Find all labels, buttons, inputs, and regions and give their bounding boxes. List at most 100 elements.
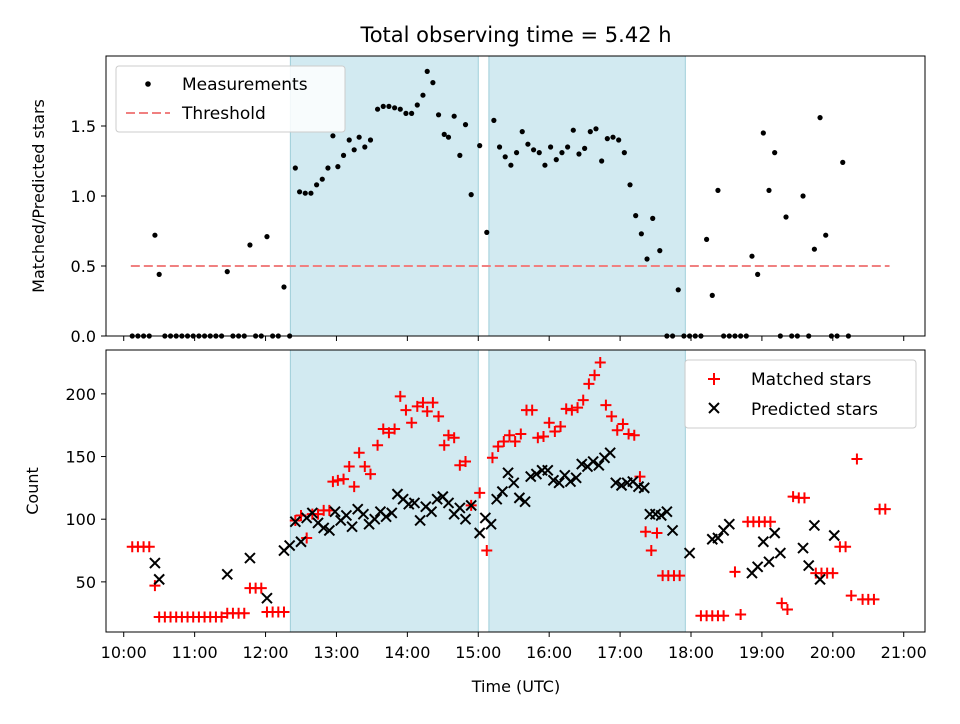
measurement-point xyxy=(576,151,582,157)
measurement-point xyxy=(156,271,162,277)
predicted-point xyxy=(485,518,497,530)
matched-point xyxy=(594,357,606,369)
measurement-point xyxy=(548,144,554,150)
measurement-point xyxy=(704,236,710,242)
matched-point xyxy=(606,410,618,422)
legend-predicted-marker xyxy=(708,402,720,414)
top-y-tick-label: 1.0 xyxy=(71,187,96,206)
measurement-point xyxy=(392,105,398,111)
x-tick-label: 14:00 xyxy=(384,643,430,662)
matched-stars-series xyxy=(126,357,891,623)
measurement-point xyxy=(519,129,525,135)
measurement-point xyxy=(502,154,508,160)
measurement-point xyxy=(152,232,158,238)
legend-measurements-label: Measurements xyxy=(182,75,308,95)
matched-point xyxy=(526,404,538,416)
measurement-point xyxy=(570,127,576,133)
measurement-point xyxy=(445,134,452,140)
matched-point xyxy=(278,606,290,618)
bottom-shaded-intervals xyxy=(289,349,686,633)
predicted-point xyxy=(757,536,770,548)
bottom-y-tick-label: 50 xyxy=(76,573,96,592)
predicted-point xyxy=(564,475,577,488)
measurement-point xyxy=(491,117,497,123)
predicted-point xyxy=(149,557,161,569)
matched-point xyxy=(503,429,515,441)
shade-bottom-1 xyxy=(488,349,686,633)
measurement-point xyxy=(340,152,347,158)
matched-point xyxy=(798,492,810,504)
measurement-point xyxy=(536,150,542,156)
measurement-point xyxy=(783,214,789,220)
legend-matched-label: Matched stars xyxy=(751,370,871,390)
bottom-y-tick-label: 100 xyxy=(65,510,96,529)
measurement-point xyxy=(314,182,320,188)
measurement-point xyxy=(484,229,490,235)
measurement-point xyxy=(335,164,341,170)
predicted-point xyxy=(723,518,735,530)
predicted-point xyxy=(306,507,319,519)
measurement-point xyxy=(380,103,386,109)
matched-point xyxy=(427,397,439,409)
x-tick-label: 19:00 xyxy=(739,643,785,662)
measurement-point xyxy=(414,102,420,108)
predicted-point xyxy=(683,547,696,559)
measurement-point xyxy=(403,110,409,116)
measurement-point xyxy=(650,215,656,221)
matched-point xyxy=(827,567,839,579)
predicted-point xyxy=(357,508,370,520)
matched-point xyxy=(628,429,640,441)
predicted-point xyxy=(542,464,554,477)
matched-point xyxy=(498,435,510,447)
matched-point xyxy=(583,378,595,390)
matched-point xyxy=(377,423,389,435)
matched-point xyxy=(543,417,555,429)
predicted-point xyxy=(576,458,588,470)
measurements-series xyxy=(129,68,852,339)
matched-point xyxy=(560,403,572,415)
predicted-point xyxy=(414,514,426,527)
measurement-point xyxy=(386,103,392,109)
measurement-point xyxy=(525,141,531,147)
measurement-point xyxy=(633,213,639,219)
measurement-point xyxy=(565,144,571,150)
predicted-point xyxy=(508,477,520,489)
x-tick-label: 12:00 xyxy=(242,643,288,662)
predicted-point xyxy=(803,559,815,572)
predicted-point xyxy=(655,509,667,522)
bottom-x-axis-label: Time (UTC) xyxy=(471,677,560,696)
measurement-point xyxy=(441,131,447,137)
matched-point xyxy=(566,404,578,416)
predicted-point xyxy=(610,477,622,489)
matched-point xyxy=(327,476,339,488)
matched-point xyxy=(651,527,663,539)
predicted-point xyxy=(340,509,353,522)
bottom-y-tick-label: 200 xyxy=(65,385,96,404)
predicted-point xyxy=(593,459,605,472)
matched-point xyxy=(364,468,376,480)
measurement-point xyxy=(224,269,230,275)
matched-point xyxy=(555,420,567,432)
predicted-point xyxy=(386,507,398,519)
matched-point xyxy=(383,427,395,439)
measurement-point xyxy=(308,190,314,196)
x-tick-label: 10:00 xyxy=(101,643,147,662)
measurement-point xyxy=(638,231,644,237)
matched-point xyxy=(372,439,384,451)
measurement-point xyxy=(409,110,415,116)
predicted-point xyxy=(712,532,724,544)
measurement-point xyxy=(351,147,357,153)
measurement-point xyxy=(247,242,253,248)
measurement-point xyxy=(346,137,352,143)
measurement-point xyxy=(599,158,605,164)
matched-point xyxy=(776,597,788,609)
x-tick-label: 11:00 xyxy=(172,643,218,662)
matched-point xyxy=(421,405,433,417)
measurement-point xyxy=(604,136,610,142)
matched-point xyxy=(255,582,267,594)
matched-point xyxy=(481,545,493,557)
measurement-point xyxy=(477,143,483,149)
matched-point xyxy=(577,394,589,406)
matched-point xyxy=(718,610,730,622)
measurement-point xyxy=(367,137,374,143)
